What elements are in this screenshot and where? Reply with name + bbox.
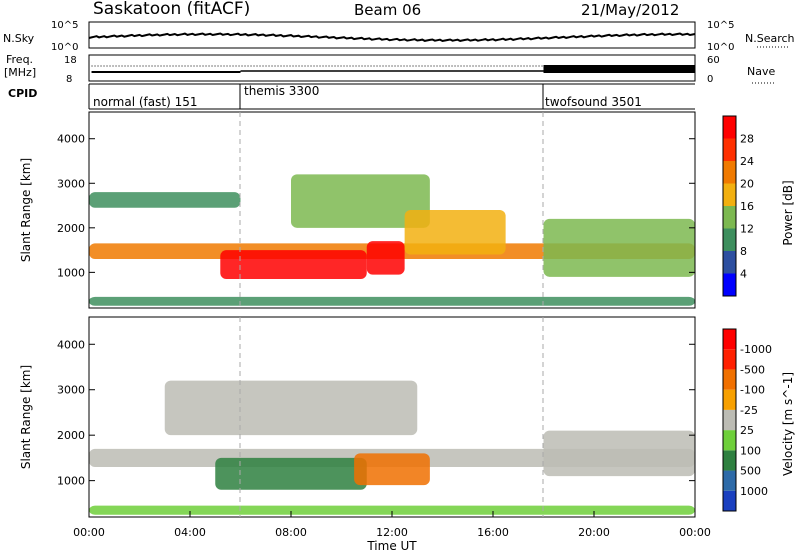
velocity-colorbar-tick-6: -500 xyxy=(740,363,765,376)
power-echo-region-5 xyxy=(404,210,506,255)
velocity-ytick-label-4000: 4000 xyxy=(57,338,85,351)
time-tick-label-4: 16:00 xyxy=(477,526,509,539)
velocity-colorbar-tick-3: 25 xyxy=(740,424,754,437)
power-ytick-label-4000: 4000 xyxy=(57,133,85,146)
time-tick-label-3: 12:00 xyxy=(376,526,408,539)
cpid-label: CPID xyxy=(8,87,37,100)
nsearch-right-tick-top: 10^5 xyxy=(707,20,734,31)
velocity-colorbar-swatch-1 xyxy=(723,470,736,491)
nsky-left-label: N.Sky xyxy=(3,32,35,45)
power-colorbar-tick-4: 20 xyxy=(740,178,754,191)
velocity-ytick-label-3000: 3000 xyxy=(57,384,85,397)
time-tick-label-2: 08:00 xyxy=(275,526,307,539)
power-colorbar-label: Power [dB] xyxy=(781,180,795,245)
date-label: 21/May/2012 xyxy=(581,1,679,19)
power-echo-region-4 xyxy=(291,174,430,228)
time-tick-label-6: 00:00 xyxy=(679,526,711,539)
power-colorbar-swatch-6 xyxy=(723,138,736,161)
velocity-colorbar-swatch-6 xyxy=(723,369,736,390)
nsearch-right-tick-bottom: 10^0 xyxy=(707,42,734,53)
freq-trace xyxy=(91,65,695,73)
power-colorbar-tick-6: 28 xyxy=(740,133,754,146)
velocity-colorbar-swatch-0 xyxy=(723,490,736,511)
power-colorbar-tick-3: 16 xyxy=(740,200,754,213)
time-axis-label: Time UT xyxy=(366,539,417,553)
nave-label: Nave xyxy=(747,65,775,78)
freq-block-twofsound xyxy=(543,65,695,73)
nsky-trace xyxy=(88,32,696,43)
cpid-mode-themis: themis 3300 xyxy=(244,84,319,98)
freq-tick-18: 18 xyxy=(64,55,77,66)
power-colorbar: 4 8 12 16 20 24 28 xyxy=(722,115,754,297)
power-colorbar-swatch-7 xyxy=(723,116,736,139)
power-ylabel: Slant Range [km] xyxy=(19,158,33,262)
power-echo-region-1 xyxy=(220,250,367,280)
velocity-colorbar-swatch-5 xyxy=(723,389,736,410)
power-ytick-label-3000: 3000 xyxy=(57,177,85,190)
power-colorbar-tick-5: 24 xyxy=(740,155,754,168)
nsky-left-tick-top: 10^5 xyxy=(51,20,78,31)
velocity-colorbar-swatch-7 xyxy=(723,349,736,370)
power-ytick-label-2000: 2000 xyxy=(57,222,85,235)
velocity-colorbar-tick-2: 100 xyxy=(740,444,761,457)
power-panel-frame xyxy=(88,111,696,309)
velocity-colorbar-frame xyxy=(722,328,737,512)
velocity-colorbar-tick-7: -1000 xyxy=(740,343,772,356)
velocity-echo-region-4 xyxy=(543,430,695,477)
time-axis: 00:00 04:00 08:00 12:00 16:00 20:00 00:00 xyxy=(73,511,711,539)
velocity-colorbar-tick-4: -25 xyxy=(740,404,758,417)
power-echo-regions xyxy=(89,174,695,306)
freq-label-line1: Freq. xyxy=(6,53,33,66)
time-tick-label-0: 00:00 xyxy=(73,526,105,539)
velocity-colorbar: 1000 500 100 25 -25 -100 -500 -1000 xyxy=(722,328,772,512)
freq-tick-8: 8 xyxy=(66,74,72,85)
cpid-mode-normal: normal (fast) 151 xyxy=(93,95,197,109)
power-colorbar-swatch-4 xyxy=(723,183,736,206)
power-colorbar-swatch-0 xyxy=(723,273,736,296)
velocity-colorbar-tick-5: -100 xyxy=(740,384,765,397)
nave-tick-60: 60 xyxy=(707,55,720,66)
nave-tick-0: 0 xyxy=(707,74,713,85)
power-colorbar-swatch-5 xyxy=(723,161,736,184)
power-ytick-label-1000: 1000 xyxy=(57,266,85,279)
beam-label: Beam 06 xyxy=(354,1,421,19)
velocity-colorbar-swatch-2 xyxy=(723,450,736,471)
power-colorbar-swatch-1 xyxy=(723,251,736,274)
cpid-mode-twofsound: twofsound 3501 xyxy=(545,95,642,109)
nsearch-right-label: N.Search xyxy=(745,32,795,45)
nsky-left-tick-bottom: 10^0 xyxy=(51,42,78,53)
power-colorbar-frame xyxy=(722,115,737,297)
power-echo-region-6 xyxy=(543,218,695,277)
time-tick-label-5: 20:00 xyxy=(578,526,610,539)
power-colorbar-tick-2: 12 xyxy=(740,223,754,236)
velocity-ytick-label-1000: 1000 xyxy=(57,475,85,488)
power-y-axis: 1000 2000 3000 4000 xyxy=(57,133,695,279)
freq-label-line2: [MHz] xyxy=(4,66,36,79)
power-colorbar-swatch-3 xyxy=(723,206,736,229)
power-echo-region-2 xyxy=(366,241,405,275)
station-title: Saskatoon (fitACF) xyxy=(93,0,250,19)
time-tick-label-1: 04:00 xyxy=(174,526,206,539)
nsky-line xyxy=(88,32,696,43)
velocity-echo-region-1 xyxy=(215,457,367,490)
power-colorbar-tick-0: 4 xyxy=(740,268,747,281)
velocity-colorbar-swatch-4 xyxy=(723,409,736,431)
power-echo-region-3 xyxy=(89,192,241,208)
velocity-colorbar-tick-0: 1000 xyxy=(740,485,768,498)
velocity-colorbar-label: Velocity [m s^-1] xyxy=(781,372,795,476)
power-echo-region-7 xyxy=(89,296,695,306)
velocity-echo-region-3 xyxy=(164,380,418,436)
velocity-colorbar-tick-1: 500 xyxy=(740,465,761,478)
velocity-echo-region-2 xyxy=(354,453,430,486)
velocity-colorbar-swatch-3 xyxy=(723,430,736,451)
power-colorbar-swatch-2 xyxy=(723,228,736,251)
power-colorbar-tick-1: 8 xyxy=(740,245,747,258)
velocity-colorbar-swatch-8 xyxy=(723,329,736,350)
velocity-y-axis: 1000 2000 3000 4000 xyxy=(57,338,695,488)
velocity-echo-regions xyxy=(89,380,695,515)
velocity-ylabel: Slant Range [km] xyxy=(19,365,33,469)
velocity-ytick-label-2000: 2000 xyxy=(57,429,85,442)
